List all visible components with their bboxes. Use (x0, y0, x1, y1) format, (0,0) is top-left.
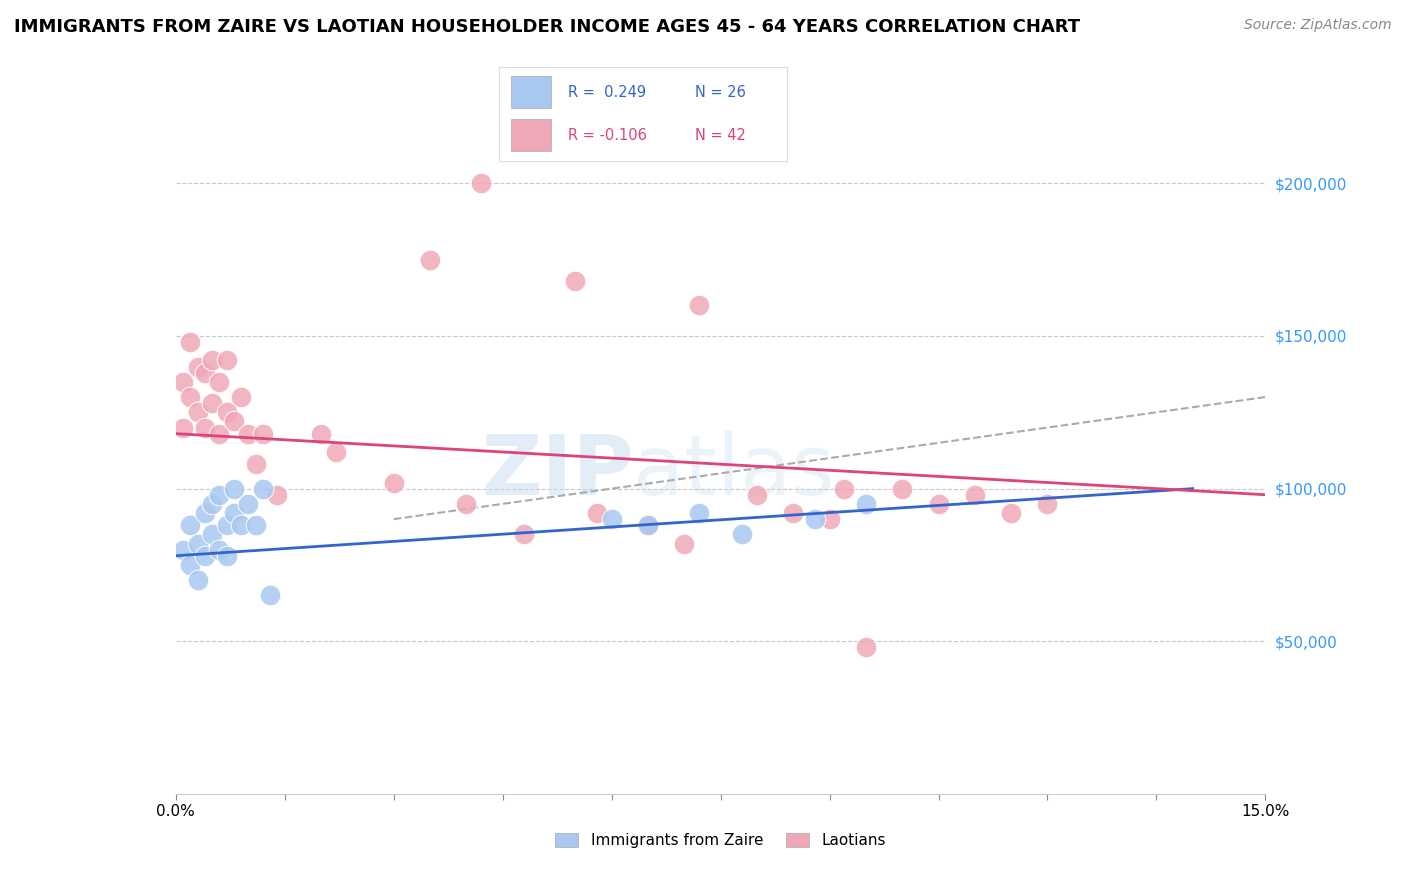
Point (245, 457, 267, 471)
Point (259, 589, 281, 603)
Point (673, 536, 696, 550)
Point (179, 390, 201, 404)
Point (782, 506, 804, 520)
Point (855, 640, 877, 655)
Point (172, 542, 194, 557)
Point (215, 518, 238, 533)
Text: N = 26: N = 26 (695, 85, 747, 100)
Point (194, 366, 217, 380)
Point (325, 445, 347, 459)
Point (179, 518, 201, 533)
Point (252, 426, 274, 441)
Point (252, 482, 274, 496)
Point (804, 512, 827, 526)
Point (818, 512, 841, 526)
Point (963, 488, 986, 502)
Point (208, 488, 231, 502)
Point (928, 497, 950, 511)
Point (186, 405, 209, 419)
Point (222, 414, 245, 428)
Point (245, 518, 267, 533)
Point (891, 482, 914, 496)
Point (172, 375, 194, 389)
Point (208, 542, 231, 557)
Point (600, 512, 623, 526)
Point (215, 549, 238, 563)
Point (186, 359, 209, 374)
Point (201, 527, 224, 541)
Point (309, 426, 332, 441)
Point (238, 497, 260, 511)
Text: N = 42: N = 42 (695, 128, 747, 143)
Point (688, 506, 710, 520)
Text: ZIP: ZIP (481, 431, 633, 512)
Point (208, 375, 231, 389)
Text: IMMIGRANTS FROM ZAIRE VS LAOTIAN HOUSEHOLDER INCOME AGES 45 - 64 YEARS CORRELATI: IMMIGRANTS FROM ZAIRE VS LAOTIAN HOUSEHO… (14, 18, 1080, 36)
Point (745, 488, 768, 502)
Point (186, 536, 209, 550)
Point (179, 558, 201, 572)
Text: R =  0.249: R = 0.249 (568, 85, 647, 100)
Point (586, 506, 609, 520)
Point (637, 518, 659, 533)
Point (194, 506, 217, 520)
Point (194, 549, 217, 563)
Point (637, 518, 659, 533)
Point (266, 488, 288, 502)
Point (222, 506, 245, 520)
Point (382, 475, 405, 490)
Point (513, 527, 536, 541)
Point (564, 274, 586, 288)
Point (222, 482, 245, 496)
Text: R = -0.106: R = -0.106 (568, 128, 647, 143)
Point (215, 353, 238, 368)
Bar (510, 77, 551, 108)
Bar (510, 120, 551, 152)
Point (419, 252, 441, 267)
Text: atlas: atlas (633, 431, 835, 512)
Point (208, 426, 231, 441)
Point (456, 497, 478, 511)
Point (186, 573, 209, 587)
Text: Source: ZipAtlas.com: Source: ZipAtlas.com (1244, 18, 1392, 32)
Point (688, 298, 710, 312)
Point (238, 426, 260, 441)
Point (179, 335, 201, 350)
Point (470, 177, 492, 191)
Point (855, 497, 877, 511)
Point (832, 482, 855, 496)
Point (201, 396, 224, 410)
Point (231, 390, 253, 404)
Point (194, 420, 217, 434)
Point (201, 353, 224, 368)
Point (231, 518, 253, 533)
Point (201, 497, 224, 511)
Legend: Immigrants from Zaire, Laotians: Immigrants from Zaire, Laotians (555, 833, 886, 848)
Point (215, 405, 238, 419)
Point (1000, 506, 1022, 520)
Point (731, 527, 754, 541)
Point (1036, 497, 1059, 511)
Point (172, 420, 194, 434)
